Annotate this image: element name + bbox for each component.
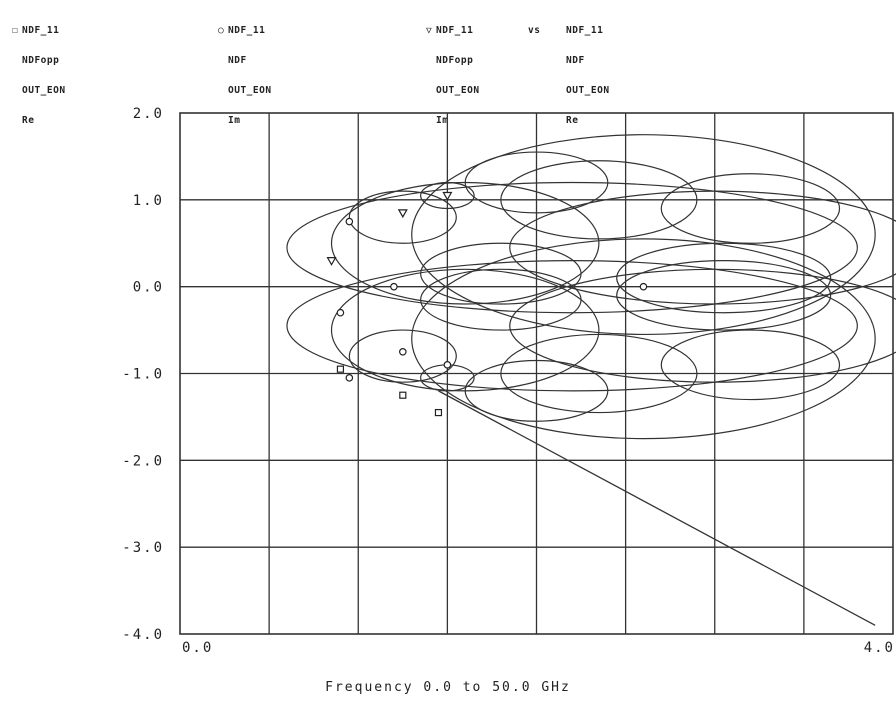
tick-labels: 2.0 1.0 0.0 -1.0 -2.0 -3.0 -4.0 0.0 4.0 <box>122 106 895 656</box>
legend-3-line-2: NDFopp <box>436 55 474 66</box>
y-tick-label: -1.0 <box>122 367 164 383</box>
legend-entry-2: ○ NDF_11 NDF OUT_EON Im <box>218 6 272 136</box>
y-tick-label: 1.0 <box>133 193 164 209</box>
legend-vs: vs <box>528 6 540 46</box>
y-tick-label: -3.0 <box>122 540 164 556</box>
legend-2-line-2: NDF <box>228 55 247 66</box>
legend-2-line-1: NDF_11 <box>228 25 266 36</box>
triangle-marker <box>326 257 337 266</box>
legend-entry-3: ▽ NDF_11 NDFopp OUT_EON Im <box>426 6 480 136</box>
x-tick-label: 4.0 <box>864 640 895 656</box>
loop-trace <box>509 190 896 305</box>
square-marker <box>336 365 345 373</box>
triangle-icon: ▽ <box>426 25 433 36</box>
legend-3-line-3: OUT_EON <box>436 85 480 96</box>
legend-1-line-3: OUT_EON <box>22 85 66 96</box>
circle-marker <box>399 347 407 356</box>
legend-1-line-4: Re <box>22 115 35 126</box>
chart-curves <box>286 134 896 626</box>
loop-trace <box>660 173 841 244</box>
y-tick-label: -2.0 <box>122 453 164 469</box>
x-tick-label: 0.0 <box>182 640 213 656</box>
triangle-marker <box>397 209 408 219</box>
chart-markers <box>326 191 648 417</box>
legend-vs-line-1: NDF_11 <box>566 25 604 36</box>
square-icon: ☐ <box>12 25 19 36</box>
legend-3-line-1: NDF_11 <box>436 25 474 36</box>
legend-entry-1: ☐ NDF_11 NDFopp OUT_EON Re <box>12 6 66 136</box>
square-marker <box>399 391 407 399</box>
legend-2-line-3: OUT_EON <box>228 85 272 96</box>
loop-trace <box>420 242 582 305</box>
legend-1-line-1: NDF_11 <box>22 25 60 36</box>
loop-trace <box>420 268 582 331</box>
loop-trace <box>286 181 858 314</box>
circle-marker <box>390 282 398 291</box>
loop-trace <box>348 329 457 383</box>
loop-trace <box>509 268 896 383</box>
loop-trace <box>616 242 832 314</box>
square-marker <box>434 408 443 417</box>
diagonal-trace <box>438 390 876 626</box>
loop-trace <box>420 181 475 210</box>
loop-trace <box>286 260 858 392</box>
loop-trace <box>411 238 876 440</box>
legend-3-line-4: Im <box>436 115 449 126</box>
triangle-marker <box>442 191 453 201</box>
legend-1-line-2: NDFopp <box>22 55 60 66</box>
circle-marker <box>639 282 648 291</box>
circle-marker <box>345 374 354 382</box>
y-tick-label: 2.0 <box>133 106 164 122</box>
circle-marker <box>443 361 452 369</box>
loop-trace <box>330 268 600 392</box>
legend-vs-line-3: OUT_EON <box>566 85 610 96</box>
loop-trace <box>330 181 600 305</box>
circle-icon: ○ <box>218 25 225 36</box>
loop-trace <box>348 190 457 244</box>
loop-trace <box>411 134 876 336</box>
loop-trace <box>616 260 832 331</box>
circle-marker <box>345 217 354 226</box>
legend-vs-line-2: NDF <box>566 55 585 66</box>
legend-vs-label: vs <box>528 25 541 36</box>
circle-marker <box>336 308 345 317</box>
legend-vs-line-4: Re <box>566 115 579 126</box>
y-tick-label: 0.0 <box>133 280 164 296</box>
legend-2-line-4: Im <box>228 115 241 126</box>
x-axis-label: Frequency 0.0 to 50.0 GHz <box>325 680 571 695</box>
legend-entry-3-vs: NDF_11 NDF OUT_EON Re <box>566 6 610 136</box>
y-tick-label: -4.0 <box>122 627 164 643</box>
loop-trace <box>660 329 841 401</box>
